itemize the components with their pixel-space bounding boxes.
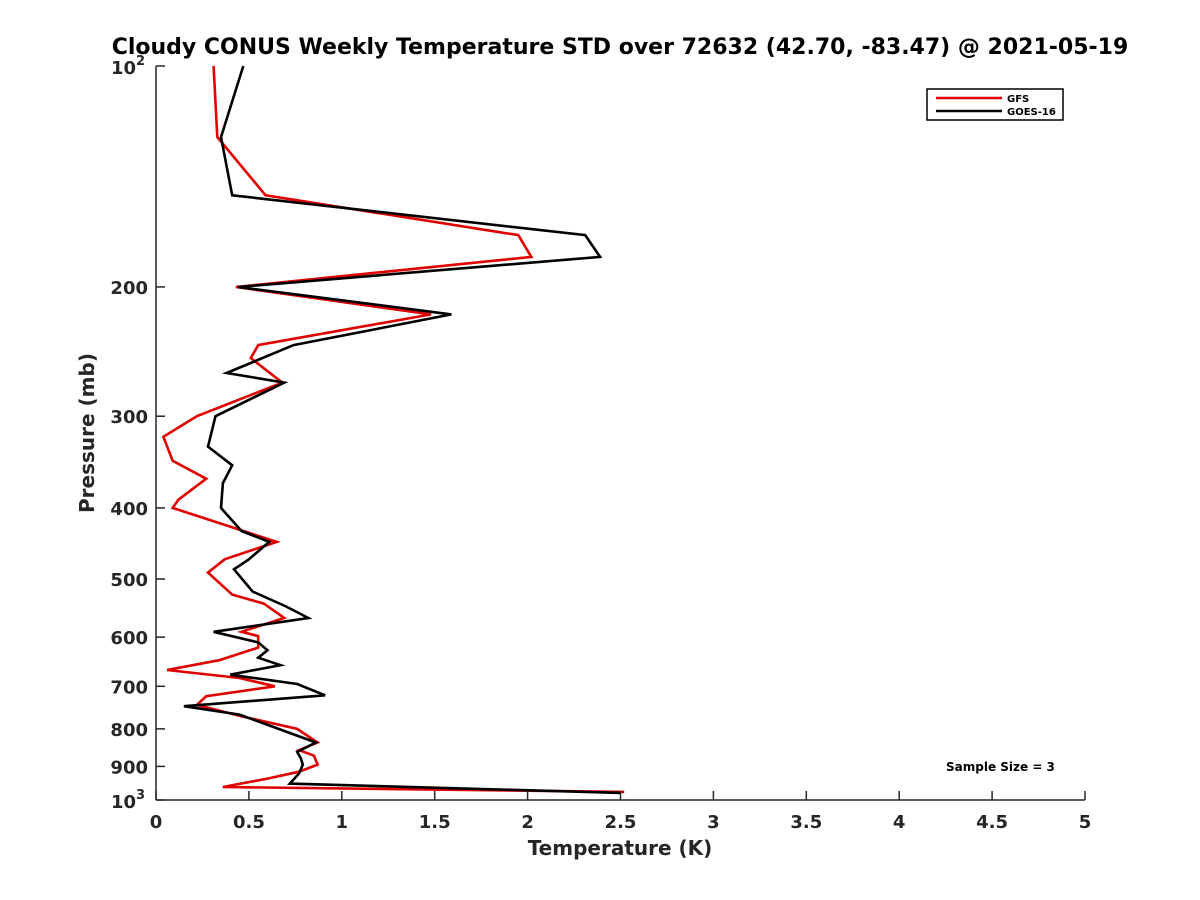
- y-tick-exponent-0: 2: [136, 54, 145, 69]
- y-tick-label-0: 10: [111, 58, 136, 79]
- y-tick-label-4: 500: [110, 570, 148, 591]
- y-tick-label-1: 200: [110, 278, 148, 299]
- x-tick-label-9: 4.5: [976, 812, 1008, 833]
- x-tick-label-7: 3.5: [790, 812, 822, 833]
- y-tick-exponent-9: 3: [136, 788, 145, 803]
- chart-title: Cloudy CONUS Weekly Temperature STD over…: [112, 35, 1129, 60]
- series-line-1: [183, 65, 621, 795]
- y-tick-label-7: 800: [110, 720, 148, 741]
- y-tick-label-5: 600: [110, 628, 148, 649]
- x-axis-label: Temperature (K): [528, 836, 713, 860]
- y-tick-label-6: 700: [110, 677, 148, 698]
- x-tick-label-1: 0.5: [233, 812, 265, 833]
- legend-label-1: GOES-16: [1007, 107, 1056, 118]
- sample-size-annotation: Sample Size = 3: [946, 760, 1055, 774]
- legend-label-0: GFS: [1007, 94, 1029, 105]
- x-tick-label-3: 1.5: [419, 812, 451, 833]
- y-tick-label-8: 900: [110, 757, 148, 778]
- y-tick-label-2: 300: [110, 407, 148, 428]
- x-tick-label-5: 2.5: [605, 812, 637, 833]
- x-tick-label-8: 4: [893, 812, 906, 833]
- x-tick-label-4: 2: [521, 812, 534, 833]
- x-tick-label-10: 5: [1079, 812, 1092, 833]
- legend-box: [926, 88, 1064, 121]
- series-line-0: [161, 65, 625, 794]
- y-tick-label-3: 400: [110, 499, 148, 520]
- series-layer: [161, 65, 625, 795]
- y-axis-label: Pressure (mb): [75, 353, 99, 513]
- x-tick-label-0: 0: [150, 812, 163, 833]
- x-tick-label-2: 1: [336, 812, 349, 833]
- y-tick-label-9: 10: [111, 792, 136, 813]
- x-tick-label-6: 3: [707, 812, 720, 833]
- legend: GFS GOES-16: [926, 88, 1064, 121]
- axes-layer: 0 0.5 1 1.5 2 2.5 3 3.5 4 4.5 510 22003004005006007…: [110, 54, 1091, 833]
